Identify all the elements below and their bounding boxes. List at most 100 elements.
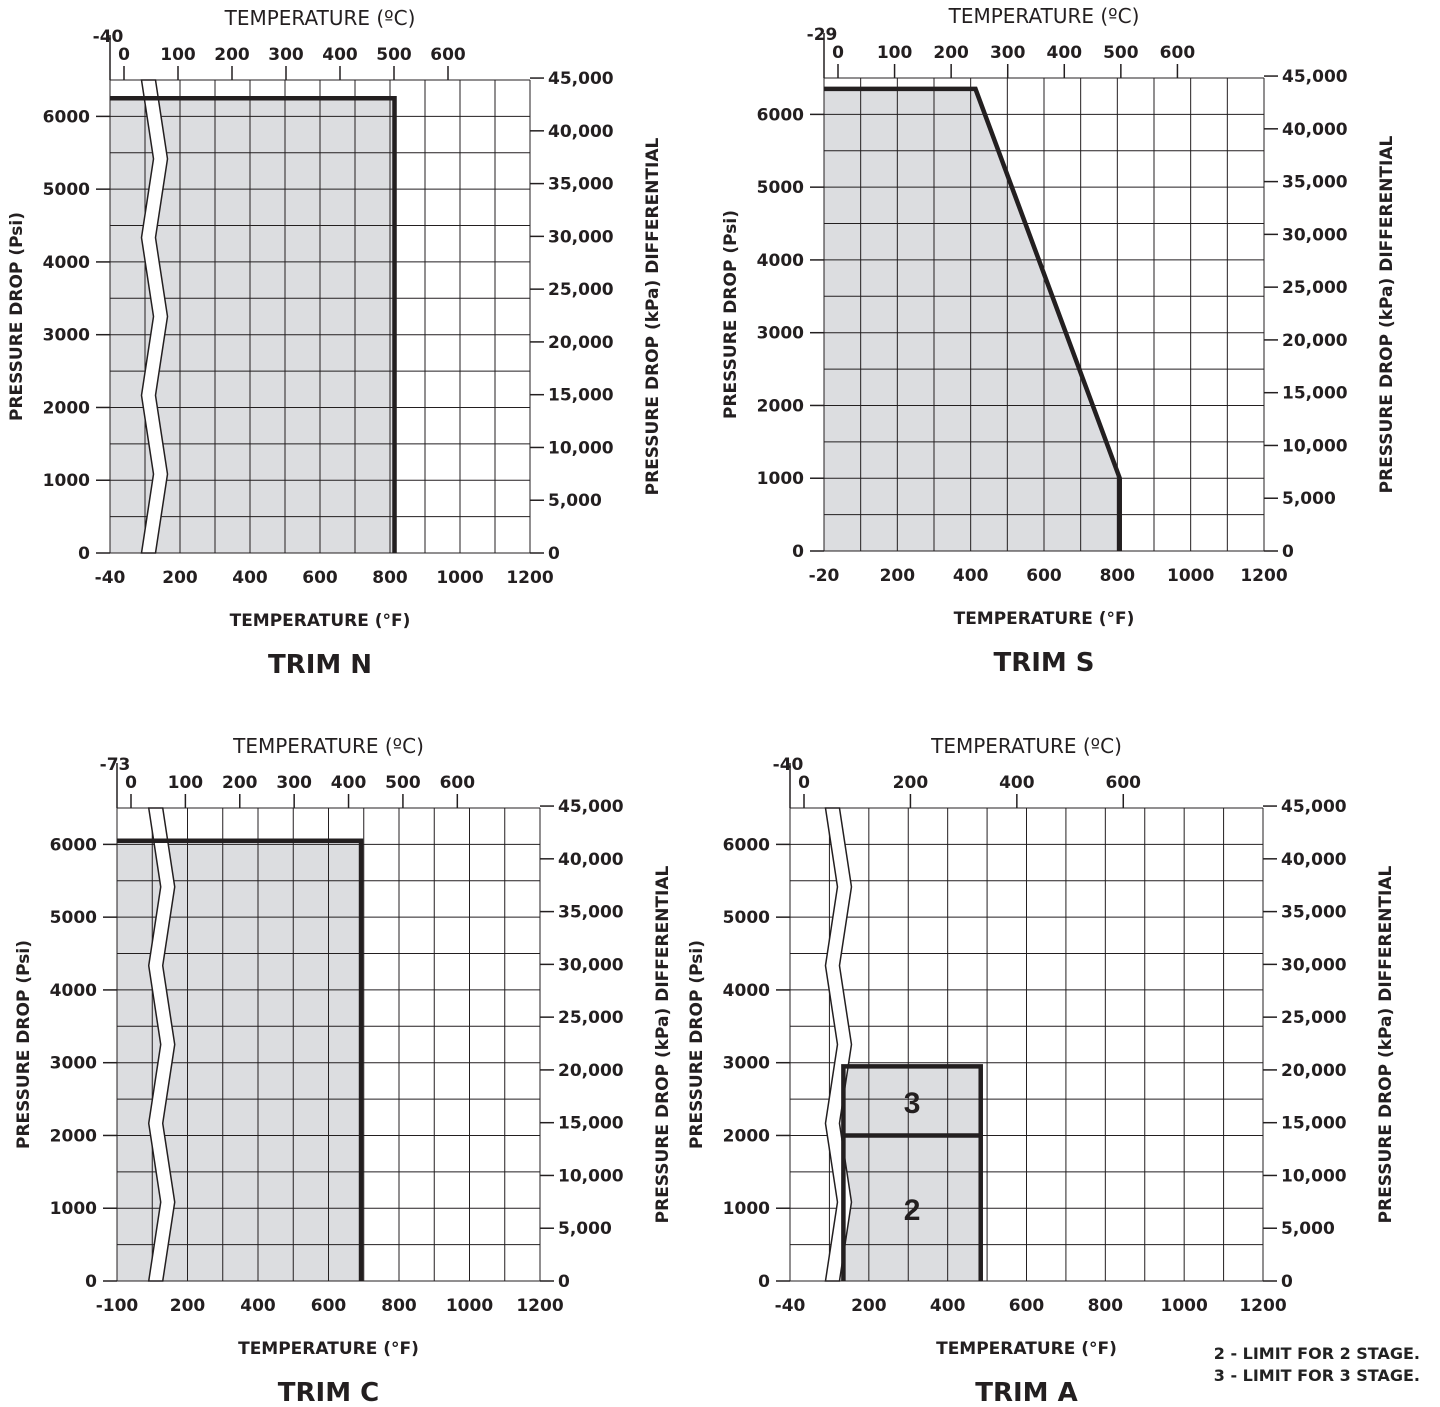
- x-tick-label: 600: [1026, 566, 1062, 586]
- x-tick-label: 600: [1009, 1296, 1045, 1316]
- axis-break: [147, 807, 176, 1282]
- x2-tick-label: 300: [990, 43, 1026, 63]
- y-axis-title: PRESSURE DROP (Psi): [687, 940, 707, 1149]
- x-tick-label: 1200: [1239, 1296, 1286, 1316]
- x2-tick-label: 100: [168, 773, 204, 793]
- y-tick-label: 4000: [757, 251, 804, 271]
- x2-tick-label: 600: [1160, 43, 1196, 63]
- y2-tick-label: 10,000: [548, 438, 614, 458]
- chart-title: TRIM S: [993, 648, 1094, 678]
- x-tick-label: 800: [372, 568, 408, 588]
- x-tick-label: 400: [930, 1296, 966, 1316]
- y2-tick-label: 35,000: [548, 175, 614, 195]
- area-fill-limit: [110, 98, 395, 553]
- x-tick-label: 1000: [436, 568, 483, 588]
- y2-tick-label: 30,000: [1282, 225, 1348, 245]
- x2-tick-label: 300: [276, 773, 312, 793]
- y2-tick-label: 5,000: [1282, 489, 1336, 509]
- y2-axis-title: PRESSURE DROP (kPa) DIFFERENTIAL: [643, 137, 663, 495]
- y2-tick-label: 5,000: [548, 491, 602, 511]
- x-tick-label: 800: [1100, 566, 1136, 586]
- x2-tick-label: 100: [877, 43, 913, 63]
- x2-tick-label: 300: [268, 45, 304, 65]
- y2-tick-label: 20,000: [548, 333, 614, 353]
- legend-item-3-stage: 3 - LIMIT FOR 3 STAGE.: [1213, 1366, 1420, 1385]
- x-tick-label: -40: [95, 568, 126, 588]
- x2-tick-label: 100: [160, 45, 196, 65]
- x2-tick-label: -40: [773, 755, 804, 775]
- x2-tick-label: 0: [832, 43, 844, 63]
- y-tick-label: 6000: [43, 107, 90, 127]
- area-fill-limit: [117, 840, 362, 1281]
- y2-tick-label: 45,000: [1282, 67, 1348, 87]
- y2-tick-label: 0: [1281, 1272, 1293, 1292]
- y-tick-label: 1000: [50, 1199, 97, 1219]
- x2-tick-label: 500: [385, 773, 421, 793]
- chart-trim-a: 23010002000300040005000600005,00010,0001…: [687, 734, 1396, 1407]
- x-tick-label: 600: [311, 1296, 347, 1316]
- y2-tick-label: 40,000: [558, 850, 624, 870]
- y2-tick-label: 25,000: [558, 1008, 624, 1028]
- limit-line-main: [110, 95, 397, 553]
- x-tick-label: -20: [809, 566, 840, 586]
- y-tick-label: 2000: [757, 396, 804, 416]
- y2-tick-label: 45,000: [558, 797, 624, 817]
- y2-tick-label: 25,000: [1281, 1008, 1347, 1028]
- stage-legend: 2 - LIMIT FOR 2 STAGE. 3 - LIMIT FOR 3 S…: [1214, 1343, 1420, 1387]
- chart-trim-s: 010002000300040005000600005,00010,00015,…: [721, 4, 1397, 678]
- x2-tick-label: 200: [933, 43, 969, 63]
- y2-tick-label: 0: [1282, 542, 1294, 562]
- y2-tick-label: 45,000: [1281, 797, 1347, 817]
- x2-axis-title: TEMPERATURE (ºC): [930, 734, 1122, 758]
- x-tick-label: 200: [851, 1296, 887, 1316]
- x-tick-label: 1000: [446, 1296, 493, 1316]
- x-tick-label: 200: [162, 568, 198, 588]
- y-tick-label: 3000: [43, 326, 90, 346]
- x2-tick-label: 200: [214, 45, 250, 65]
- y2-axis-title: PRESSURE DROP (kPa) DIFFERENTIAL: [1376, 865, 1396, 1223]
- y-tick-label: 0: [85, 1272, 97, 1292]
- y2-tick-label: 15,000: [558, 1114, 624, 1134]
- y-tick-label: 3000: [723, 1054, 770, 1074]
- x2-tick-label: 400: [331, 773, 367, 793]
- y2-tick-label: 10,000: [558, 1166, 624, 1186]
- x-tick-label: -40: [775, 1296, 806, 1316]
- y-tick-label: 6000: [50, 835, 97, 855]
- x2-tick-label: 400: [1047, 43, 1083, 63]
- y2-tick-label: 30,000: [548, 227, 614, 247]
- y2-tick-label: 40,000: [1281, 850, 1347, 870]
- x2-tick-label: 0: [125, 773, 137, 793]
- y2-tick-label: 15,000: [548, 386, 614, 406]
- x-axis-title: TEMPERATURE (°F): [238, 1339, 419, 1359]
- x2-tick-label: 0: [118, 45, 130, 65]
- y-tick-label: 2000: [50, 1126, 97, 1146]
- x-tick-label: 600: [302, 568, 338, 588]
- legend-item-2-stage: 2 - LIMIT FOR 2 STAGE.: [1213, 1344, 1420, 1363]
- axis-break: [140, 79, 169, 554]
- stage-label-2: 2: [904, 1194, 921, 1227]
- limit-line-main: [117, 838, 364, 1281]
- x2-tick-label: 600: [1106, 773, 1142, 793]
- x-tick-label: 800: [381, 1296, 417, 1316]
- chart-title: TRIM C: [278, 1378, 379, 1407]
- y-tick-label: 0: [792, 542, 804, 562]
- y2-tick-label: 20,000: [1282, 331, 1348, 351]
- x2-tick-label: 200: [222, 773, 258, 793]
- y-tick-label: 5000: [723, 908, 770, 928]
- x2-axis-title: TEMPERATURE (ºC): [948, 4, 1140, 28]
- y2-axis-title: PRESSURE DROP (kPa) DIFFERENTIAL: [653, 865, 673, 1223]
- x-tick-label: 400: [240, 1296, 276, 1316]
- y2-tick-label: 15,000: [1282, 384, 1348, 404]
- x-tick-label: 1000: [1167, 566, 1214, 586]
- y2-tick-label: 35,000: [1282, 173, 1348, 193]
- y-tick-label: 6000: [757, 105, 804, 125]
- y-tick-label: 3000: [50, 1054, 97, 1074]
- x-axis-title: TEMPERATURE (°F): [954, 609, 1135, 629]
- x-tick-label: 200: [880, 566, 916, 586]
- y-axis-title: PRESSURE DROP (Psi): [7, 212, 27, 421]
- x-tick-label: 800: [1088, 1296, 1124, 1316]
- x2-axis-title: TEMPERATURE (ºC): [224, 6, 416, 30]
- y-tick-label: 5000: [43, 180, 90, 200]
- y2-tick-label: 35,000: [558, 903, 624, 923]
- y2-tick-label: 25,000: [1282, 278, 1348, 298]
